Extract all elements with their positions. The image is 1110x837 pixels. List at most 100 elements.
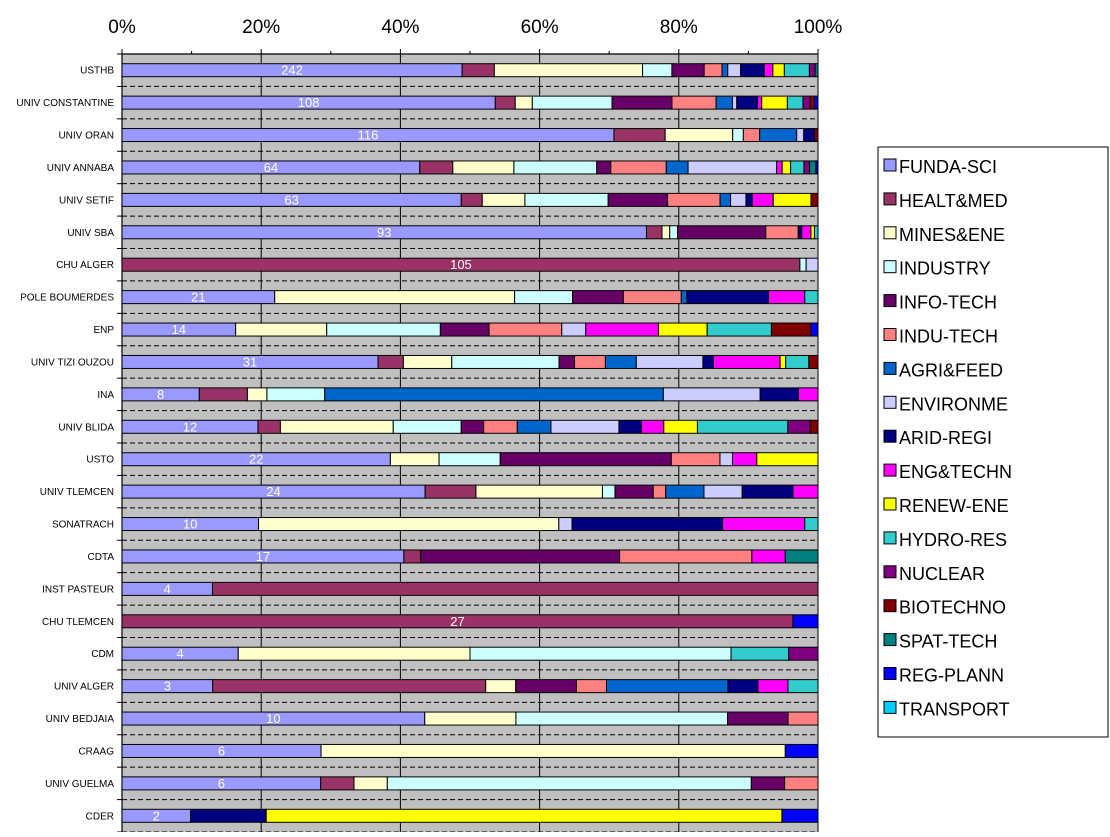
legend-entry-label: ARID-REGI — [899, 428, 992, 448]
bar-segment — [246, 387, 268, 402]
bar-segment — [740, 63, 765, 78]
bar-segment — [460, 419, 485, 434]
bar-segment — [680, 290, 688, 305]
bar-segment — [613, 128, 666, 143]
bar-segment — [664, 128, 734, 143]
bar-segment — [514, 95, 533, 110]
bar-segment — [614, 484, 654, 499]
legend-swatch — [883, 260, 897, 274]
bar-segment — [665, 160, 689, 175]
bar-segment — [772, 192, 812, 207]
category-label: CHU ALGER — [56, 260, 114, 271]
bar-segment — [279, 419, 394, 434]
legend-swatch — [883, 158, 897, 172]
bar-segment — [488, 322, 563, 337]
bar-segment — [237, 646, 471, 661]
bar-segment — [731, 452, 758, 467]
plot-area: 242 108 116 64 63 93 105 21 14 31 8 12 22 24 10 17 4 27 4 3… — [117, 49, 819, 833]
bar-segment — [622, 290, 682, 305]
category-label: INA — [97, 390, 114, 401]
category-label: INST PASTEUR — [42, 584, 114, 595]
bar-segment — [642, 63, 673, 78]
bar-segment — [810, 322, 819, 337]
bar-segment — [756, 95, 763, 110]
category-label: UNIV BEDJAIA — [46, 714, 115, 725]
bar-segment — [265, 808, 783, 823]
bar-segment — [424, 711, 517, 726]
bar-segment — [783, 63, 810, 78]
bar-segment — [235, 322, 328, 337]
category-label: SONATRACH — [52, 520, 114, 531]
bar-segment — [610, 160, 667, 175]
bar-data-label: 4 — [176, 646, 183, 661]
bar-segment — [719, 452, 733, 467]
bar-segment — [481, 192, 526, 207]
category-label: CDM — [91, 649, 114, 660]
bar-data-label: 10 — [183, 517, 197, 532]
bar-segment — [513, 160, 598, 175]
bar-segment — [727, 711, 789, 726]
bar-segment — [324, 387, 664, 402]
bar-segment — [779, 354, 787, 369]
bar-segment — [803, 160, 811, 175]
bar-segment — [258, 517, 560, 532]
bar-segment — [808, 63, 816, 78]
bar-segment — [451, 354, 560, 369]
bar-data-label: 14 — [172, 322, 186, 337]
bar-segment — [452, 160, 515, 175]
bar-segment — [669, 225, 679, 240]
bar-segment — [604, 354, 637, 369]
legend-swatch — [883, 633, 897, 647]
bar-segment — [687, 160, 778, 175]
legend-entry-label: SPAT-TECH — [899, 632, 997, 652]
bar-data-label: 31 — [243, 354, 257, 369]
bar-segment — [607, 192, 669, 207]
bar-segment — [667, 192, 721, 207]
bar-segment — [494, 95, 516, 110]
bar-segment — [531, 95, 613, 110]
category-label: UNIV BLIDA — [58, 422, 114, 433]
bar-data-label: 24 — [266, 484, 280, 499]
bar-segment — [770, 322, 812, 337]
bar-segment — [804, 517, 819, 532]
bar-segment — [712, 354, 781, 369]
bar-segment — [741, 484, 794, 499]
bar-segment — [702, 354, 714, 369]
bar-segment — [320, 776, 355, 791]
bar-segment — [813, 225, 819, 240]
bar-segment — [516, 419, 552, 434]
bar-segment — [802, 95, 811, 110]
bar-segment — [483, 419, 518, 434]
x-axis-tick-label: 20% — [242, 17, 280, 38]
bar-segment — [635, 354, 704, 369]
bar-segment — [784, 743, 819, 758]
x-axis-tick-label: 100% — [794, 17, 843, 38]
legend-swatch — [883, 700, 897, 714]
bar-data-label: 2 — [153, 808, 160, 823]
category-label: UNIV SETIF — [59, 195, 114, 206]
category-label: UNIV TLEMCEN — [40, 487, 114, 498]
bar-segment — [751, 549, 786, 564]
bar-segment — [558, 354, 576, 369]
bar-segment — [438, 452, 501, 467]
bar-segment — [759, 387, 799, 402]
bar-segment — [781, 160, 792, 175]
bar-segment — [742, 128, 761, 143]
bar-segment — [805, 257, 819, 272]
bar-segment — [719, 192, 732, 207]
bar-segment — [439, 322, 490, 337]
legend-swatch — [883, 395, 897, 409]
bar-segment — [601, 484, 616, 499]
legend-entry-label: TRANSPORT — [899, 699, 1010, 719]
bar-segment — [776, 160, 783, 175]
bar-segment — [785, 354, 810, 369]
bar-segment — [377, 354, 404, 369]
bar-segment — [389, 452, 440, 467]
legend-swatch — [883, 531, 897, 545]
bar-segment — [727, 63, 742, 78]
bar-segment — [524, 192, 609, 207]
category-label: UNIV ALGER — [54, 682, 114, 693]
x-axis-tick-label: 0% — [108, 17, 136, 38]
bar-segment — [671, 95, 717, 110]
x-axis-tick-labels: 0% 20% 40% 60% 80% 100% — [108, 17, 842, 38]
